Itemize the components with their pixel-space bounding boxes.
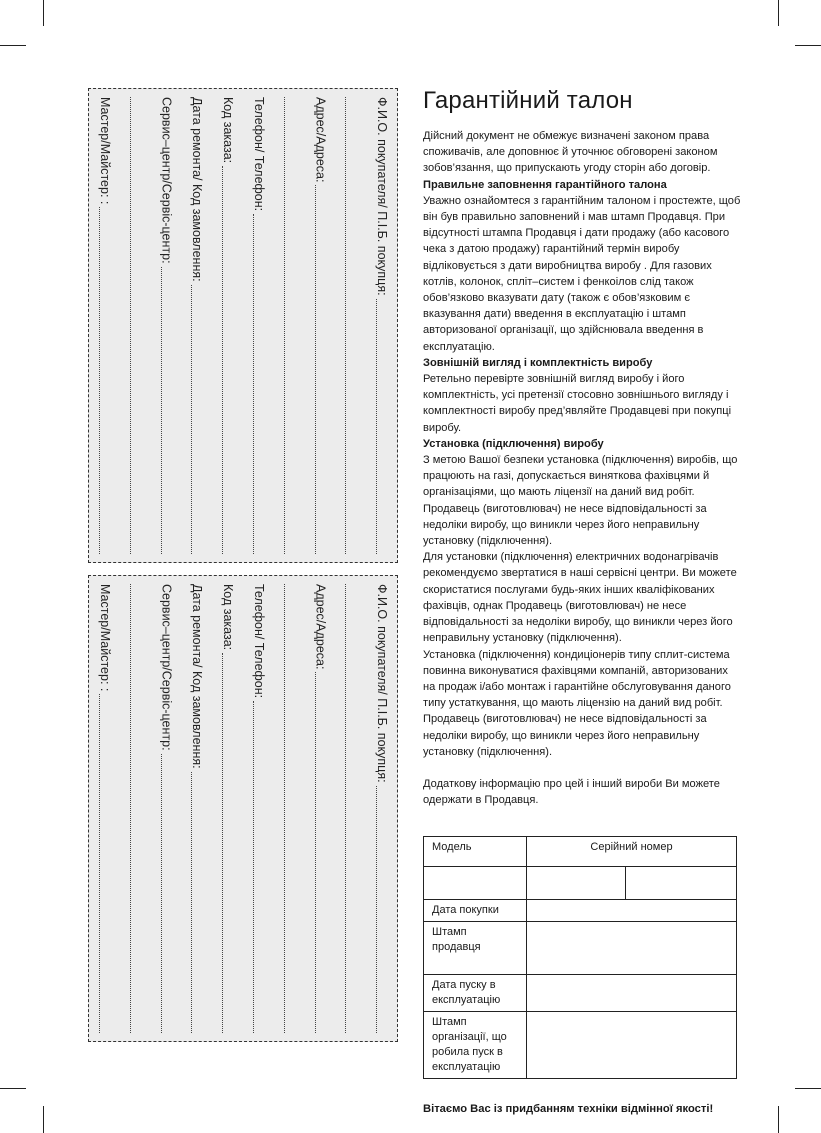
dotted-fill [253,214,274,554]
crop-mark [43,1106,44,1133]
coupon-label: Код заказа: [221,584,236,651]
coupon-line-address[interactable]: Адрес/Адреса: [305,584,336,1033]
serial-header: Серійний номер [526,836,737,868]
coupon-line-phone[interactable]: Телефон/ Телефон: [243,97,274,554]
dotted-fill [345,584,366,1033]
coupon-line-name[interactable]: Ф.И.О. покупателя/ П.І.Б. покупця: [366,584,397,1033]
dotted-fill [314,185,336,554]
coupon-label: Дата ремонта/ Код замовлення: [190,584,205,769]
purchase-date-label: Дата покупки [423,899,527,923]
coupon-line-address[interactable]: Адрес/Адреса: [305,97,336,554]
coupon-label: Сервис–центр/Сервіс-центр: [159,97,174,264]
tear-off-coupon-2: Ф.И.О. покупателя/ П.І.Б. покупця: Адрес… [88,575,398,1042]
crop-mark [795,45,821,46]
warranty-content: Гарантійний талон Дійсний документ не об… [423,88,743,1118]
coupon-label: Телефон/ Телефон: [251,584,266,699]
dotted-fill [376,785,397,1033]
info-paragraph: Додаткову інформацію про цей і інший вир… [423,777,720,807]
coupon-line-blank[interactable] [335,97,366,554]
coupon-label: Адрес/Адреса: [313,97,328,183]
dotted-fill [222,166,243,554]
dotted-fill [283,584,305,1033]
coupon-line-order-code[interactable]: Код заказа: [212,97,243,554]
coupon-label: Дата ремонта/ Код замовлення: [190,97,205,282]
coupon-line-service-center[interactable]: Сервис–центр/Сервіс-центр: [151,584,182,1033]
section-heading: Установка (підключення) виробу [423,437,604,450]
coupon-line-order-code[interactable]: Код заказа: [212,584,243,1033]
coupon-label: Код заказа: [221,97,236,164]
coupon-label: Ф.И.О. покупателя/ П.І.Б. покупця: [375,584,389,783]
boilers-paragraph: Для установки (підключення) електричних … [423,551,737,645]
coupon-line-blank[interactable] [120,97,151,554]
coupon-line-master[interactable]: Мастер/Майстер: : [89,584,120,1033]
crop-mark [0,1088,26,1089]
coupon-line-repair-date[interactable]: Дата ремонта/ Код замовлення: [181,584,212,1033]
dotted-fill [191,771,212,1033]
coupon-label: Адрес/Адреса: [313,584,328,670]
crop-mark [778,1106,779,1133]
purchase-date-cell[interactable] [526,899,737,923]
serial-cell-2[interactable] [625,866,737,901]
seller-stamp-label: Штамп продавця [423,921,527,976]
dotted-fill [99,207,120,554]
ac-paragraph: Установка (підключення) кондиціонерів ти… [423,648,731,758]
crop-mark [0,45,26,46]
coupon-line-blank[interactable] [335,584,366,1033]
start-date-cell[interactable] [526,974,737,1013]
serial-cell-1[interactable] [526,866,626,901]
dotted-fill [160,266,182,554]
warranty-table: Модель Серійний номер Дата покупки Штамп… [423,836,737,1080]
seller-stamp-cell[interactable] [526,921,737,976]
section-heading: Правильне заповнення гарантійного талона [423,178,667,191]
dotted-fill [283,97,305,554]
coupon-line-name[interactable]: Ф.И.О. покупателя/ П.І.Б. покупця: [366,97,397,554]
section-text: Ретельно перевірте зовнішній вигляд виро… [423,373,732,434]
dotted-fill [160,753,182,1033]
dotted-fill [129,584,151,1033]
start-date-label: Дата пуску в експлуатацію [423,974,527,1013]
dotted-fill [129,97,151,554]
org-stamp-label: Штамп організації, що робила пуск в експ… [423,1011,527,1080]
dotted-fill [222,653,243,1033]
section-heading: Зовнішній вигляд і комплектність виробу [423,356,653,369]
coupon-line-blank[interactable] [120,584,151,1033]
dotted-fill [99,694,120,1033]
coupon-line-repair-date[interactable]: Дата ремонта/ Код замовлення: [181,97,212,554]
dotted-fill [253,701,274,1033]
coupon-line-blank[interactable] [274,97,305,554]
coupon-line-service-center[interactable]: Сервис–центр/Сервіс-центр: [151,97,182,554]
coupon-line-blank[interactable] [274,584,305,1033]
tear-off-coupon-1: Ф.И.О. покупателя/ П.І.Б. покупця: Адрес… [88,88,398,563]
closing-text: Вітаємо Вас із придбанням техніки відмін… [423,1103,714,1116]
dotted-fill [191,284,212,554]
coupon-label: Мастер/Майстер: : [97,584,112,692]
page-title: Гарантійний талон [423,87,633,114]
model-header: Модель [423,836,527,868]
model-cell[interactable] [423,866,527,901]
crop-mark [43,0,44,26]
dotted-fill [376,298,397,554]
dotted-fill [314,672,336,1033]
section-text: Уважно ознайомтеся з гарантійним талоном… [423,194,741,353]
crop-mark [778,0,779,26]
coupon-label: Сервис–центр/Сервіс-центр: [159,584,174,751]
coupon-line-phone[interactable]: Телефон/ Телефон: [243,584,274,1033]
crop-mark [795,1088,821,1089]
org-stamp-cell[interactable] [526,1011,737,1080]
coupon-label: Мастер/Майстер: : [97,97,112,205]
intro-paragraph: Дійсний документ не обмежує визначені за… [423,130,718,175]
dotted-fill [345,97,366,554]
coupon-label: Ф.И.О. покупателя/ П.І.Б. покупця: [375,97,389,296]
coupon-label: Телефон/ Телефон: [251,97,266,212]
section-text: З метою Вашої безпеки установка (підключ… [423,454,738,548]
coupon-line-master[interactable]: Мастер/Майстер: : [89,97,120,554]
